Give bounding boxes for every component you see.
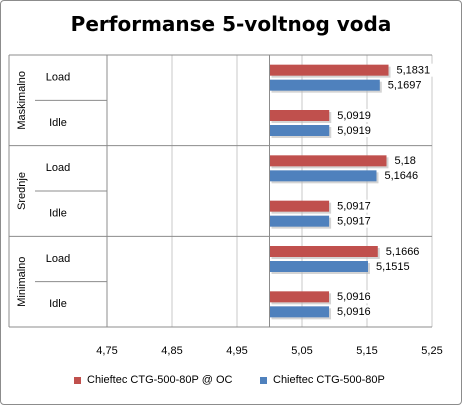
- bar: [269, 155, 387, 167]
- data-label: 5,0919: [337, 110, 371, 122]
- data-label-bg: [333, 290, 379, 304]
- data-label-bg: [333, 214, 379, 228]
- bar: [269, 125, 330, 136]
- x-tick-label: 5,25: [421, 345, 442, 357]
- x-tick-label: 5,15: [356, 345, 377, 357]
- legend-item: Chieftec CTG-500-80P @ OC: [74, 374, 232, 386]
- x-tick-label: 5,05: [291, 345, 312, 357]
- data-label: 5,1646: [384, 170, 418, 182]
- legend-swatch: [260, 376, 267, 384]
- bar: [269, 215, 330, 227]
- category-label: Load: [46, 162, 70, 174]
- data-label: 5,0917: [337, 216, 371, 228]
- group-label: Maskimalno: [16, 71, 28, 130]
- data-label-bg: [383, 78, 430, 92]
- bar: [269, 291, 330, 303]
- data-label-bg: [392, 63, 438, 77]
- category-label: Load: [46, 253, 70, 265]
- data-label: 5,1831: [397, 65, 431, 77]
- bar: [269, 79, 380, 91]
- group-label: Minimalno: [16, 257, 28, 307]
- bar: [269, 170, 377, 182]
- category-label: Idle: [49, 117, 67, 129]
- legend-swatch: [74, 376, 81, 384]
- bar: [269, 64, 389, 76]
- x-tick-label: 4,85: [161, 345, 182, 357]
- data-label-bg: [333, 109, 379, 122]
- x-tick-label: 4,95: [226, 345, 247, 357]
- data-label: 5,0916: [337, 291, 371, 303]
- chart-legend: Chieftec CTG-500-80P @ OC Chieftec CTG-50…: [0, 374, 462, 392]
- data-label: 5,0919: [337, 125, 371, 137]
- data-label: 5,1697: [388, 80, 422, 92]
- category-label: Idle: [49, 208, 67, 220]
- data-label: 5,1666: [386, 246, 420, 258]
- bar: [269, 110, 330, 121]
- data-label-bg: [333, 305, 379, 319]
- bar: [269, 200, 330, 212]
- bar: [269, 261, 368, 272]
- category-label: Load: [46, 72, 70, 84]
- legend-item: Chieftec CTG-500-80P: [260, 374, 385, 386]
- data-label-bg: [380, 169, 426, 183]
- data-label: 5,1515: [376, 261, 410, 273]
- data-label: 5,18: [395, 155, 416, 167]
- legend-label: Chieftec CTG-500-80P @ OC: [87, 374, 233, 386]
- data-label-bg: [333, 124, 379, 137]
- data-label: 5,0917: [337, 201, 371, 213]
- data-label-bg: [381, 245, 427, 258]
- data-label-bg: [333, 199, 379, 213]
- group-label: Srednje: [16, 172, 28, 210]
- x-tick-label: 4,75: [96, 345, 117, 357]
- chart-title: Performanse 5-voltnog voda: [70, 12, 392, 36]
- data-label-bg: [371, 260, 418, 273]
- data-label-bg: [390, 154, 424, 168]
- bar: [269, 306, 330, 318]
- data-label: 5,0916: [337, 306, 371, 318]
- bar: [269, 246, 378, 257]
- category-label: Idle: [49, 298, 67, 310]
- legend-label: Chieftec CTG-500-80P: [273, 374, 385, 386]
